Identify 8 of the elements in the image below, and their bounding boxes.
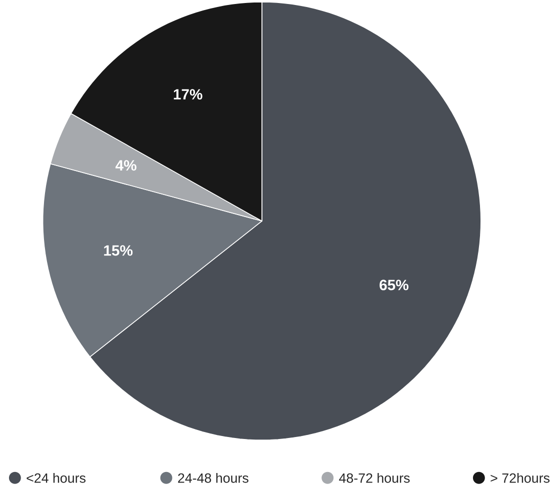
data-label: 15% [104,245,133,256]
data-label: 17% [174,89,202,100]
data-label: 4% [116,160,136,171]
data-label: 65% [380,280,408,290]
legend-label: > 72hours [490,473,550,483]
legend-label: 24-48 hours [178,473,248,483]
legend-label: 48-72 hours [339,473,410,483]
legend-label: <24 hours [26,473,86,483]
